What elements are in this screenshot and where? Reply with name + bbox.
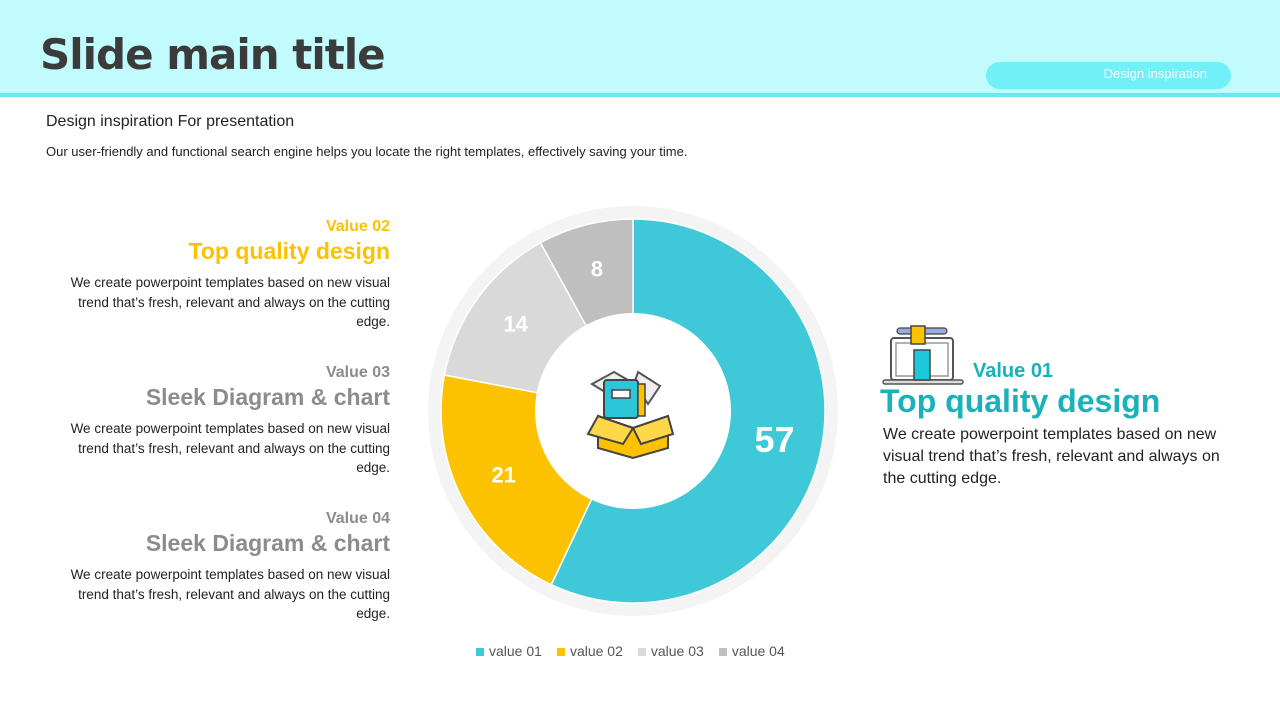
subtitle: Design inspiration For presentation <box>46 113 295 130</box>
block-value: Value 01 <box>973 360 1054 382</box>
box-icon <box>586 370 675 460</box>
block-text: We create powerpoint templates based on … <box>70 421 390 475</box>
value-02-block: Value 02 Top quality design We create po… <box>60 218 390 332</box>
legend-swatch <box>637 648 646 656</box>
header-band <box>0 0 1280 97</box>
legend-label: value 02 <box>569 643 623 659</box>
block-heading: Top quality design <box>880 383 1161 419</box>
value-03-block: Value 03 Sleek Diagram & chart We create… <box>60 364 390 478</box>
slice-label: 8 <box>591 256 603 281</box>
slice-label: 21 <box>492 463 516 488</box>
block-heading: Sleek Diagram & chart <box>145 384 390 410</box>
block-text: We create powerpoint templates based on … <box>883 426 1220 487</box>
legend-swatch <box>476 648 484 656</box>
legend-item: value 04 <box>718 643 785 659</box>
legend-item: value 03 <box>637 643 704 659</box>
block-heading: Sleek Diagram & chart <box>145 530 390 556</box>
legend-label: value 03 <box>650 643 704 659</box>
description: Our user-friendly and functional search … <box>46 144 688 159</box>
legend-swatch <box>718 648 727 656</box>
chart-legend: value 01 value 02 value 03 value 04 <box>476 643 785 659</box>
value-01-block: Value 01 Top quality design We create po… <box>880 360 1220 490</box>
slice-label: 57 <box>754 419 794 460</box>
block-value: Value 03 <box>325 364 390 381</box>
legend-label: value 01 <box>489 643 542 659</box>
legend-label: value 04 <box>731 643 785 659</box>
laptop-icon <box>882 325 964 385</box>
design-inspiration-pill: Design inspiration <box>986 62 1231 89</box>
block-heading: Top quality design <box>188 238 390 264</box>
value-04-block: Value 04 Sleek Diagram & chart We create… <box>60 510 390 624</box>
slide-title: Slide main title <box>40 30 386 79</box>
slice-label: 14 <box>503 312 528 337</box>
legend-item: value 02 <box>556 643 623 659</box>
block-value: Value 02 <box>325 218 390 235</box>
legend-swatch <box>556 648 565 656</box>
block-text: We create powerpoint templates based on … <box>70 275 390 329</box>
block-text: We create powerpoint templates based on … <box>70 567 390 621</box>
legend-item: value 01 <box>476 643 542 659</box>
block-value: Value 04 <box>325 510 390 527</box>
